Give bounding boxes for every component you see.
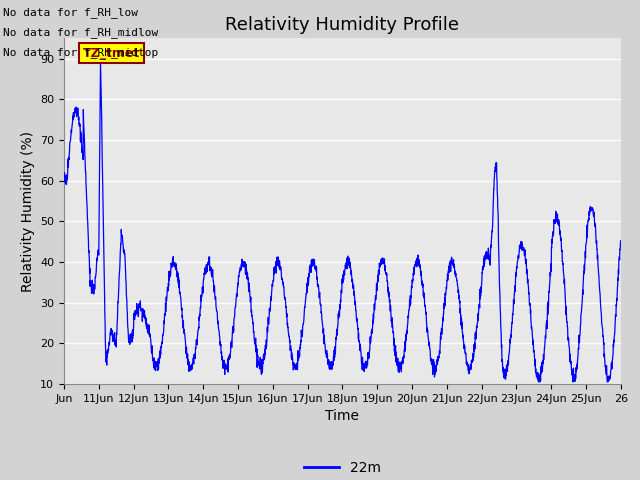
Y-axis label: Relativity Humidity (%): Relativity Humidity (%) bbox=[20, 131, 35, 292]
Text: No data for f_RH_midtop: No data for f_RH_midtop bbox=[3, 48, 159, 59]
Text: No data for f_RH_low: No data for f_RH_low bbox=[3, 7, 138, 18]
Text: No data for f_RH_midlow: No data for f_RH_midlow bbox=[3, 27, 159, 38]
X-axis label: Time: Time bbox=[325, 409, 360, 423]
Legend: 22m: 22m bbox=[298, 456, 387, 480]
Text: TZ_tmet: TZ_tmet bbox=[83, 47, 140, 60]
Title: Relativity Humidity Profile: Relativity Humidity Profile bbox=[225, 16, 460, 34]
